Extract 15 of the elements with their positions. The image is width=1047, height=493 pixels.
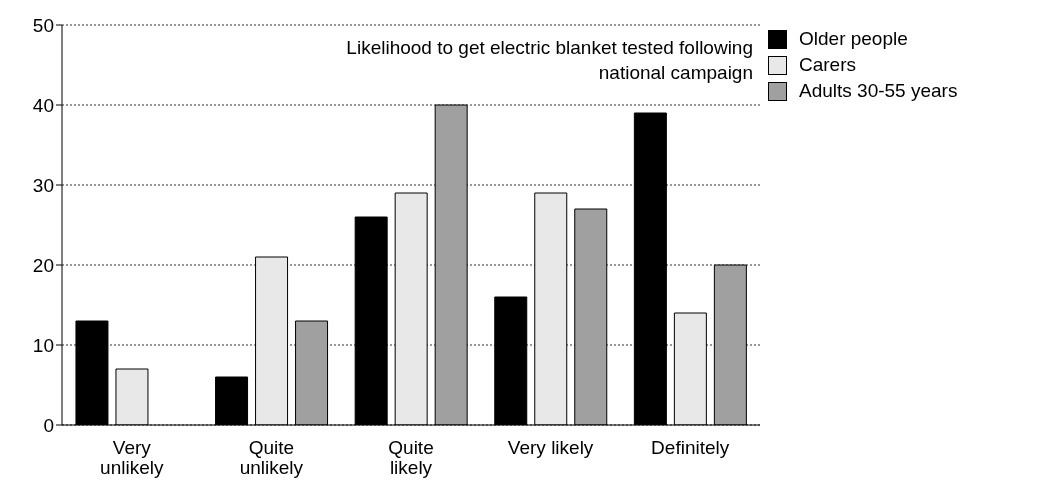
x-tick-label: Quite unlikely	[239, 437, 304, 479]
x-tick-label: Quite likely	[388, 437, 434, 479]
x-tick-label: Definitely	[651, 437, 730, 459]
legend-label: Older people	[799, 28, 908, 50]
y-tick-label: 0	[43, 414, 54, 436]
legend-label: Carers	[799, 54, 857, 76]
y-tick-label: 20	[32, 254, 54, 276]
y-tick-label: 50	[32, 14, 54, 36]
y-tick-label: 40	[32, 94, 54, 116]
y-tick-label: 10	[32, 334, 54, 356]
x-tick-label: Very unlikely	[100, 437, 164, 479]
x-tick-label: Very likely	[507, 437, 594, 459]
y-tick-label: 30	[32, 174, 54, 196]
legend-label: Adults 30-55 years	[799, 80, 958, 102]
text: Likelihood to get electric blanket tested following national campaign	[345, 36, 753, 85]
